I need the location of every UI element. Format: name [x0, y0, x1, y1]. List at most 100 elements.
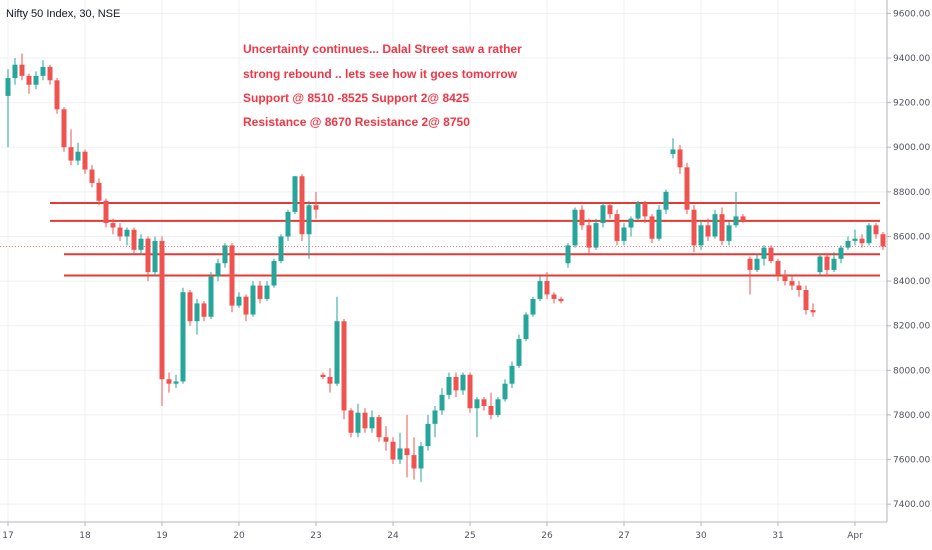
candle-body: [670, 149, 676, 154]
candle-body: [96, 182, 102, 201]
candle-body: [782, 274, 788, 282]
annotation-line-2: strong rebound .. lets see how it goes t…: [243, 67, 518, 81]
candle-body: [362, 412, 368, 429]
price-tick-label: 8200.00: [893, 322, 930, 332]
candle-body: [271, 261, 277, 286]
time-tick-label: Apr: [847, 531, 863, 541]
candle-body: [845, 240, 851, 248]
candle-body: [82, 151, 88, 170]
candle-body: [166, 379, 172, 384]
candle-body: [257, 285, 263, 299]
price-tick-label: 8000.00: [893, 366, 930, 376]
candle-body: [222, 245, 228, 264]
candle-body: [327, 377, 333, 384]
candle-body: [250, 285, 256, 315]
candle-body: [131, 229, 137, 250]
candle-body: [460, 374, 466, 391]
time-axis[interactable]: 17 18 19 20 23 24 25 26 27 30 31 Apr: [0, 521, 887, 541]
candle-body: [453, 377, 459, 391]
candle-body: [719, 214, 725, 241]
price-tick-label: 9000.00: [893, 143, 930, 153]
candle-body: [803, 290, 809, 311]
candle-body: [733, 216, 739, 226]
candle-body: [26, 75, 32, 85]
candle-body: [159, 240, 165, 380]
candle-body: [348, 410, 354, 433]
candle-body: [355, 412, 361, 433]
candle-body: [54, 80, 60, 110]
candle-body: [740, 216, 746, 221]
candle-body: [425, 423, 431, 447]
candle-body: [642, 203, 648, 217]
candle-body: [75, 151, 81, 161]
time-tick-label: 17: [2, 531, 13, 541]
candle-body: [754, 258, 760, 270]
candle-body: [124, 229, 130, 237]
candle-body: [306, 205, 312, 235]
price-axis[interactable]: 7400.00 7600.00 7800.00 8000.00 8200.00 8400.…: [886, 0, 932, 550]
time-tick-label: 26: [541, 531, 553, 541]
candle-body: [684, 167, 690, 210]
candle-body: [103, 200, 109, 224]
candle-body: [796, 285, 802, 290]
candle-body: [544, 281, 550, 295]
candle-body: [593, 223, 599, 248]
candle-body: [663, 191, 669, 210]
candle-body: [607, 205, 613, 215]
candle-body: [5, 78, 11, 96]
candle-body: [194, 303, 200, 322]
candle-body: [418, 446, 424, 469]
candle-body: [19, 64, 25, 76]
time-tick-label: 18: [79, 531, 91, 541]
candle-body: [432, 410, 438, 424]
candle-body: [565, 245, 571, 264]
candle-body: [712, 214, 718, 237]
candle-body: [831, 258, 837, 270]
candle-body: [89, 169, 95, 183]
candle-body: [390, 441, 396, 460]
candle-body: [236, 296, 242, 306]
candle-body: [278, 236, 284, 261]
candle-body: [488, 406, 494, 415]
time-tick-label: 30: [695, 531, 707, 541]
candle-body: [208, 276, 214, 317]
candle-body: [404, 448, 410, 456]
candle-body: [152, 240, 158, 273]
candle-body: [859, 238, 865, 244]
candle-body: [229, 245, 235, 306]
candle-body: [481, 399, 487, 406]
candle-body: [537, 281, 543, 299]
candle-body: [187, 292, 193, 322]
candle-body: [600, 205, 606, 224]
candle-body: [341, 321, 347, 411]
candle-body: [145, 238, 151, 273]
candle-body: [495, 399, 501, 415]
candle-body: [824, 256, 830, 270]
candles: [5, 53, 886, 482]
candle-body: [880, 234, 886, 247]
price-tick-label: 9200.00: [893, 99, 930, 109]
candle-body: [180, 292, 186, 382]
candle-body: [866, 225, 872, 244]
candle-body: [215, 263, 221, 277]
candle-body: [383, 437, 389, 442]
candle-body: [775, 261, 781, 275]
candle-body: [635, 203, 641, 219]
time-tick-label: 19: [156, 531, 168, 541]
candle-body: [761, 247, 767, 259]
candle-body: [579, 209, 585, 226]
annotation-line-3: Support @ 8510 -8525 Support 2@ 8425: [243, 91, 470, 105]
candle-body: [747, 258, 753, 270]
candle-body: [313, 205, 319, 210]
annotation-line-1: Uncertainty continues... Dalal Street sa…: [243, 42, 522, 56]
time-tick-label: 20: [233, 531, 245, 541]
candle-body: [502, 383, 508, 400]
candle-body: [285, 211, 291, 237]
candle-body: [621, 227, 627, 241]
candle-body: [586, 225, 592, 248]
price-tick-label: 7400.00: [893, 500, 930, 510]
price-tick-label: 8400.00: [893, 277, 930, 287]
candle-body: [523, 314, 529, 340]
time-tick-label: 25: [464, 531, 475, 541]
